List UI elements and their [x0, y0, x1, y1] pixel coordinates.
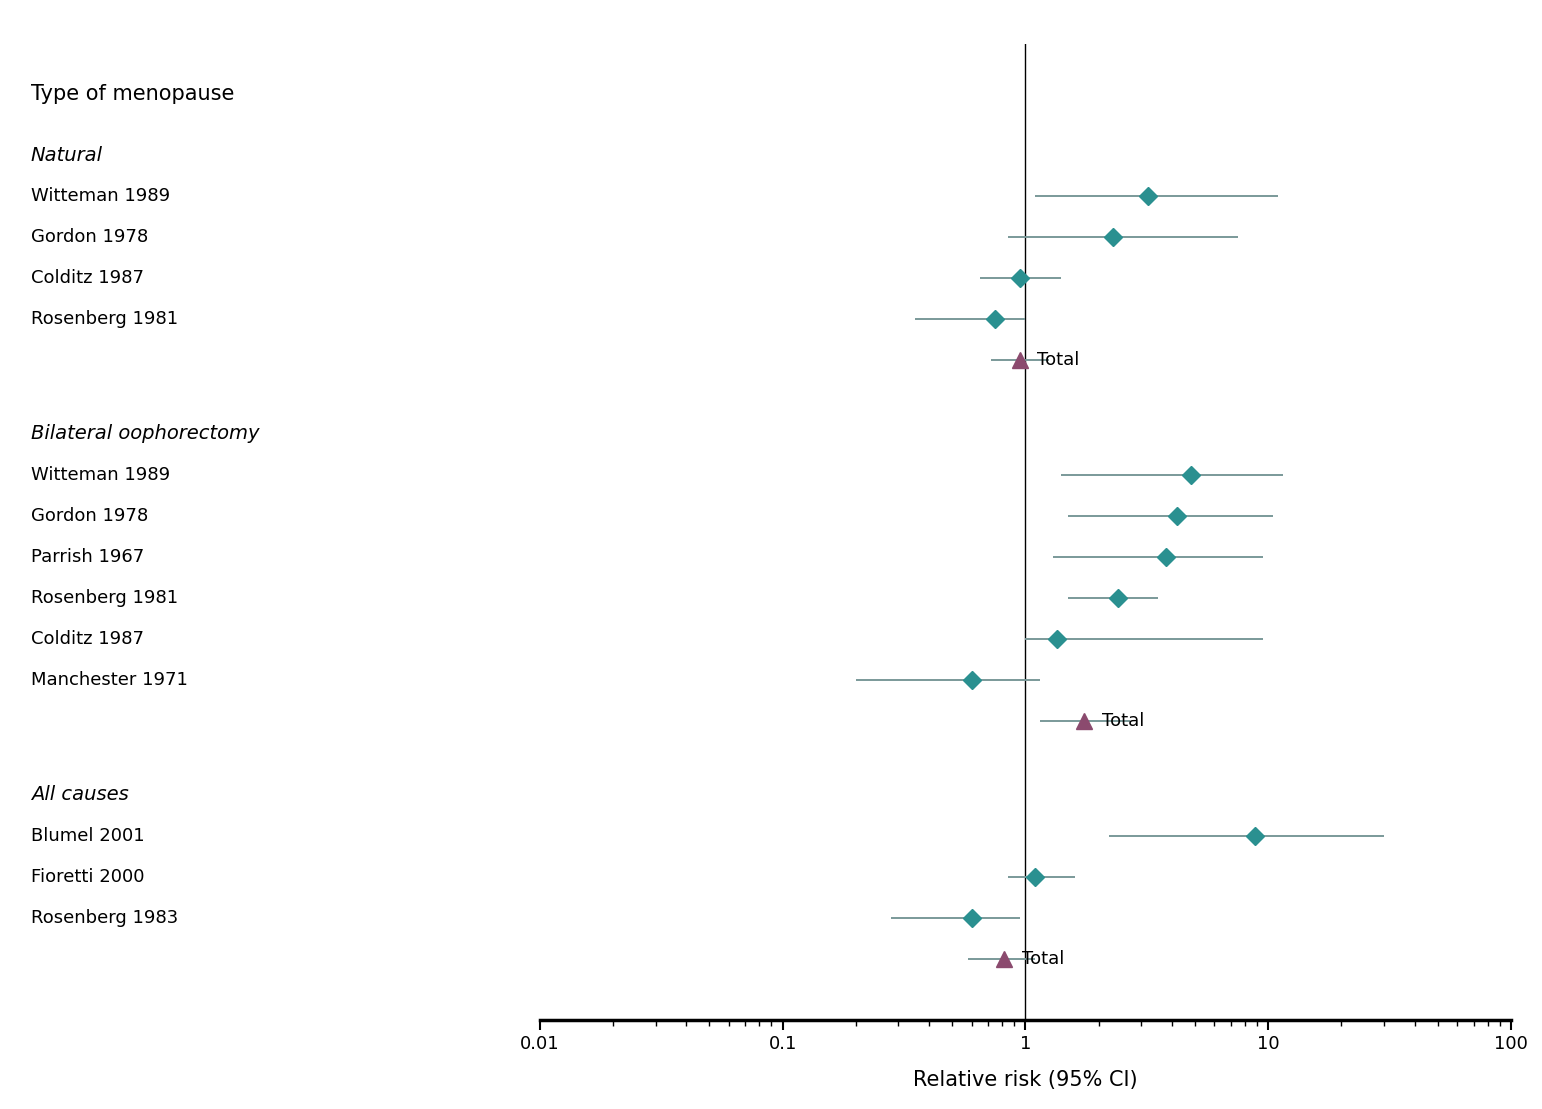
X-axis label: Relative risk (95% CI): Relative risk (95% CI) — [913, 1069, 1138, 1089]
Text: Blumel 2001: Blumel 2001 — [31, 826, 145, 845]
Text: Manchester 1971: Manchester 1971 — [31, 671, 188, 689]
Text: Colditz 1987: Colditz 1987 — [31, 630, 143, 648]
Text: Parrish 1967: Parrish 1967 — [31, 548, 143, 566]
Text: Witteman 1989: Witteman 1989 — [31, 187, 170, 205]
Text: Total: Total — [1022, 949, 1064, 968]
Text: Bilateral oophorectomy: Bilateral oophorectomy — [31, 425, 259, 444]
Text: Type of menopause: Type of menopause — [31, 83, 234, 103]
Text: Rosenberg 1981: Rosenberg 1981 — [31, 589, 177, 607]
Text: Rosenberg 1981: Rosenberg 1981 — [31, 311, 177, 328]
Text: Colditz 1987: Colditz 1987 — [31, 269, 143, 287]
Text: Total: Total — [1038, 352, 1079, 369]
Text: Witteman 1989: Witteman 1989 — [31, 466, 170, 484]
Text: Gordon 1978: Gordon 1978 — [31, 228, 148, 246]
Text: Fioretti 2000: Fioretti 2000 — [31, 867, 145, 886]
Text: All causes: All causes — [31, 785, 128, 804]
Text: Natural: Natural — [31, 145, 103, 164]
Text: Rosenberg 1983: Rosenberg 1983 — [31, 908, 177, 927]
Text: Total: Total — [1103, 712, 1144, 730]
Text: Gordon 1978: Gordon 1978 — [31, 507, 148, 525]
